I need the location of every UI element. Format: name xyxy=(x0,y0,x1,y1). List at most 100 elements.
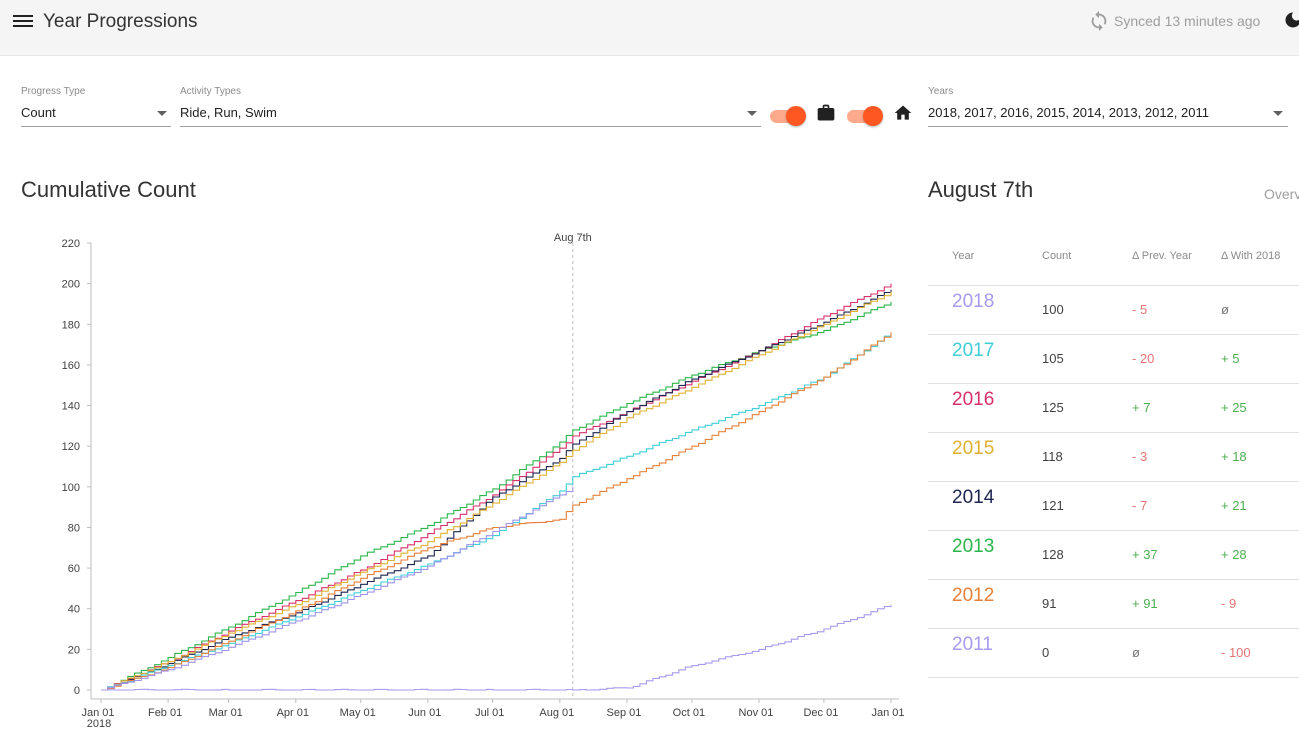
row-with-delta: + 5 xyxy=(1221,351,1240,366)
y-tick-label: 100 xyxy=(62,482,80,494)
chevron-down-icon xyxy=(1273,111,1283,116)
row-count: 125 xyxy=(1042,400,1064,415)
row-count: 91 xyxy=(1042,596,1057,611)
table-row: 2014 121 - 7 + 21 xyxy=(928,482,1299,531)
row-prev-delta: - 20 xyxy=(1132,351,1155,366)
x-tick-label: Sep 01 xyxy=(607,707,642,719)
chevron-down-icon xyxy=(747,111,757,116)
row-year: 2014 xyxy=(952,487,995,508)
y-tick-label: 160 xyxy=(62,360,80,372)
row-prev-delta: - 5 xyxy=(1132,302,1148,317)
series-line-2011 xyxy=(101,604,892,691)
series-line-2012 xyxy=(101,332,892,691)
x-tick-label: May 01 xyxy=(340,707,376,719)
row-with-delta: + 25 xyxy=(1221,400,1247,415)
commute-toggle[interactable] xyxy=(770,106,806,126)
comparison-table: Year Count Δ Prev. Year Δ With 2018 2018… xyxy=(928,236,1299,678)
row-prev-delta: + 7 xyxy=(1132,400,1151,415)
y-tick-label: 60 xyxy=(68,563,80,575)
x-tick-label: Jan 01 xyxy=(81,707,114,719)
x-tick-label: Apr 01 xyxy=(277,707,309,719)
y-tick-label: 200 xyxy=(62,279,80,291)
row-year: 2013 xyxy=(952,536,995,557)
y-tick-label: 120 xyxy=(62,441,80,453)
header-prev-year: Δ Prev. Year xyxy=(1132,250,1192,262)
home-toggle[interactable] xyxy=(847,106,883,126)
table-row: 2012 91 + 91 - 9 xyxy=(928,580,1299,629)
row-prev-delta: - 3 xyxy=(1132,449,1148,464)
tab-overview[interactable]: Overv xyxy=(1264,186,1299,202)
progress-type-label: Progress Type xyxy=(21,86,86,97)
chevron-down-icon xyxy=(157,111,167,116)
activity-types-label: Activity Types xyxy=(180,86,241,97)
row-count: 128 xyxy=(1042,547,1064,562)
x-tick-label: Jul 01 xyxy=(475,707,504,719)
y-tick-label: 20 xyxy=(68,644,80,656)
x-tick-label: Nov 01 xyxy=(739,707,774,719)
row-prev-delta: + 37 xyxy=(1132,547,1158,562)
table-row: 2018 100 - 5 ø xyxy=(928,286,1299,335)
x-tick-label: Dec 01 xyxy=(803,707,838,719)
home-icon xyxy=(894,105,912,120)
row-count: 0 xyxy=(1042,645,1050,660)
header-count: Count xyxy=(1042,250,1072,262)
top-app-bar: Year Progressions Synced 13 minutes ago xyxy=(0,0,1299,56)
row-with-delta: - 100 xyxy=(1221,645,1251,660)
y-tick-label: 180 xyxy=(62,319,80,331)
header-year: Year xyxy=(952,250,975,262)
table-row: 2011 0 ø - 100 xyxy=(928,629,1299,678)
briefcase-icon xyxy=(817,104,835,121)
progress-type-value: Count xyxy=(21,105,56,120)
table-header: Year Count Δ Prev. Year Δ With 2018 xyxy=(928,236,1299,286)
x-tick-label: Oct 01 xyxy=(673,707,705,719)
moon-icon[interactable] xyxy=(1283,10,1299,30)
header-with-year: Δ With 2018 xyxy=(1221,250,1281,262)
aug-7th-marker-label: Aug 7th xyxy=(554,232,592,244)
row-year: 2011 xyxy=(952,634,993,655)
series-line-2018 xyxy=(101,486,574,691)
series-line-2015 xyxy=(101,291,892,691)
x-tick-year-label: 2018 xyxy=(87,718,111,730)
years-label: Years xyxy=(928,86,954,97)
series-line-2014 xyxy=(101,289,892,691)
cumulative-count-chart: 0 20 40 60 80 100 120 140 160 180 200 220 Jan 01 Feb … xyxy=(62,232,905,730)
y-tick-label: 140 xyxy=(62,401,80,413)
row-count: 121 xyxy=(1042,498,1064,513)
menu-icon[interactable] xyxy=(13,14,33,30)
row-prev-delta: + 91 xyxy=(1132,596,1158,611)
row-year: 2017 xyxy=(952,340,995,361)
side-panel-title: August 7th xyxy=(928,177,1034,202)
row-year: 2012 xyxy=(952,585,995,606)
y-tick-label: 40 xyxy=(68,604,80,616)
sync-icon[interactable] xyxy=(1088,10,1110,32)
row-with-delta: + 18 xyxy=(1221,449,1247,464)
field-underline xyxy=(928,126,1288,127)
table-row: 2016 125 + 7 + 25 xyxy=(928,384,1299,433)
row-count: 118 xyxy=(1042,449,1063,464)
field-underline xyxy=(180,126,761,127)
row-year: 2016 xyxy=(952,389,995,410)
table-row: 2013 128 + 37 + 28 xyxy=(928,531,1299,580)
y-tick-label: 220 xyxy=(62,238,80,250)
row-with-delta: - 9 xyxy=(1221,596,1237,611)
row-count: 105 xyxy=(1042,351,1064,366)
row-with-delta: + 21 xyxy=(1221,498,1247,513)
row-year: 2018 xyxy=(952,291,995,312)
row-prev-delta: ø xyxy=(1132,645,1140,660)
row-count: 100 xyxy=(1042,302,1064,317)
row-with-delta: + 28 xyxy=(1221,547,1247,562)
series-line-2013 xyxy=(101,301,892,691)
row-prev-delta: - 7 xyxy=(1132,498,1148,513)
row-year: 2015 xyxy=(952,438,995,459)
x-tick-label: Jun 01 xyxy=(408,707,441,719)
row-with-delta: ø xyxy=(1221,302,1229,317)
field-underline xyxy=(21,126,171,127)
chart-title: Cumulative Count xyxy=(21,177,196,202)
activity-types-value: Ride, Run, Swim xyxy=(180,105,277,120)
series-line-2017 xyxy=(101,332,892,691)
years-value: 2018, 2017, 2016, 2015, 2014, 2013, 2012… xyxy=(928,105,1209,120)
sync-status: Synced 13 minutes ago xyxy=(1114,13,1261,29)
table-row: 2017 105 - 20 + 5 xyxy=(928,335,1299,384)
y-tick-label: 0 xyxy=(74,685,80,697)
x-tick-label: Aug 01 xyxy=(539,707,574,719)
